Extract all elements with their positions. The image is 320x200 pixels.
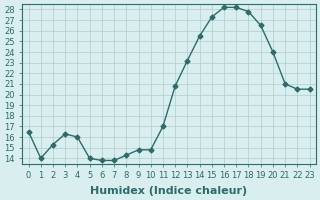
- X-axis label: Humidex (Indice chaleur): Humidex (Indice chaleur): [91, 186, 248, 196]
